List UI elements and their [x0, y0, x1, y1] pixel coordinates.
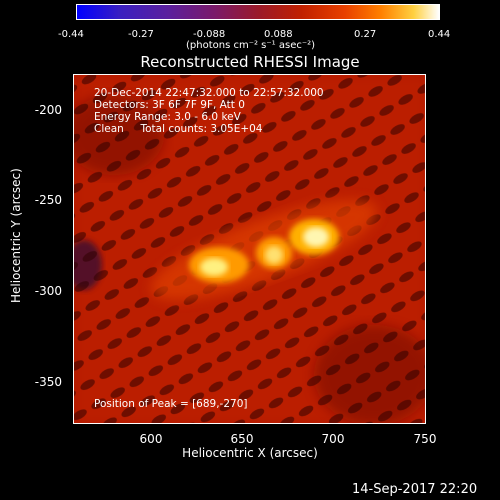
colorbar — [76, 4, 440, 20]
detectors-info: Detectors: 3F 6F 7F 9F, Att 0 — [94, 99, 245, 111]
y-tick-label: -250 — [34, 193, 62, 207]
x-tick-label: 650 — [230, 432, 254, 446]
observation-time: 20-Dec-2014 22:47:32.000 to 22:57:32.000 — [94, 87, 324, 99]
peak-position: Position of Peak = [689,-270] — [94, 398, 248, 410]
x-tick-label: 600 — [139, 432, 163, 446]
energy-range: Energy Range: 3.0 - 6.0 keV — [94, 111, 241, 123]
x-tick-label: 700 — [321, 432, 345, 446]
colorbar-tick: -0.44 — [58, 29, 84, 40]
clean-total-counts: Clean Total counts: 3.05E+04 — [94, 123, 263, 135]
y-tick-label: -200 — [34, 103, 62, 117]
generation-timestamp: 14-Sep-2017 22:20 — [352, 482, 478, 497]
y-tick-label: -300 — [34, 284, 62, 298]
colorbar-tick: 0.088 — [264, 29, 293, 40]
colorbar-tick: 0.44 — [428, 29, 451, 40]
y-axis-label: Heliocentric Y (arcsec) — [9, 168, 23, 303]
rhessi-heatmap — [74, 75, 425, 423]
colorbar-tick: 0.27 — [354, 29, 377, 40]
rhessi-image — [73, 74, 426, 424]
colorbar-tick: -0.27 — [128, 29, 154, 40]
x-axis-label: Heliocentric X (arcsec) — [182, 446, 318, 460]
x-tick-label: 750 — [413, 432, 437, 446]
colorbar-tick: -0.088 — [193, 29, 226, 40]
colorbar-unit-label: (photons cm⁻² s⁻¹ asec⁻²) — [186, 40, 316, 51]
image-title: Reconstructed RHESSI Image — [140, 53, 360, 71]
y-tick-label: -350 — [34, 375, 62, 389]
